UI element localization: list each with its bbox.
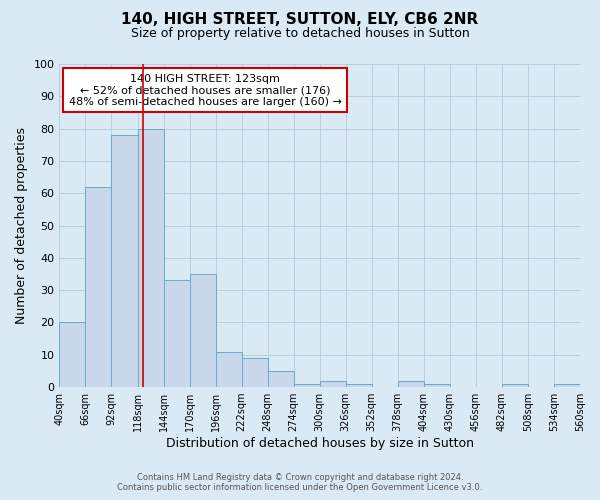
Bar bbox=[424, 384, 450, 387]
Bar bbox=[502, 384, 528, 387]
Bar bbox=[320, 380, 346, 387]
Bar bbox=[164, 280, 190, 387]
Text: Contains public sector information licensed under the Open Government Licence v3: Contains public sector information licen… bbox=[118, 484, 482, 492]
Bar bbox=[346, 384, 372, 387]
Text: 140, HIGH STREET, SUTTON, ELY, CB6 2NR: 140, HIGH STREET, SUTTON, ELY, CB6 2NR bbox=[121, 12, 479, 28]
Y-axis label: Number of detached properties: Number of detached properties bbox=[15, 127, 28, 324]
Bar bbox=[112, 135, 137, 387]
Bar bbox=[190, 274, 215, 387]
Text: 140 HIGH STREET: 123sqm
← 52% of detached houses are smaller (176)
48% of semi-d: 140 HIGH STREET: 123sqm ← 52% of detache… bbox=[69, 74, 341, 107]
Bar bbox=[215, 352, 242, 387]
Bar bbox=[554, 384, 580, 387]
Bar bbox=[242, 358, 268, 387]
Bar bbox=[85, 187, 112, 387]
X-axis label: Distribution of detached houses by size in Sutton: Distribution of detached houses by size … bbox=[166, 437, 474, 450]
Bar bbox=[137, 128, 164, 387]
Bar bbox=[293, 384, 320, 387]
Bar bbox=[59, 322, 85, 387]
Bar bbox=[398, 380, 424, 387]
Text: Size of property relative to detached houses in Sutton: Size of property relative to detached ho… bbox=[131, 28, 469, 40]
Text: Contains HM Land Registry data © Crown copyright and database right 2024.: Contains HM Land Registry data © Crown c… bbox=[137, 474, 463, 482]
Bar bbox=[268, 371, 293, 387]
